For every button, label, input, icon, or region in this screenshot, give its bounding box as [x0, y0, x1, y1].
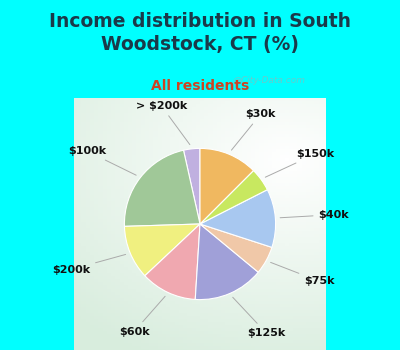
Text: $125k: $125k	[233, 297, 286, 338]
Text: @City-Data.com: @City-Data.com	[232, 76, 305, 85]
Wedge shape	[184, 148, 200, 224]
Text: $60k: $60k	[119, 296, 165, 337]
Wedge shape	[145, 224, 200, 300]
Text: > $200k: > $200k	[136, 101, 190, 145]
Wedge shape	[200, 190, 276, 247]
Text: $100k: $100k	[68, 146, 136, 175]
Wedge shape	[124, 224, 200, 276]
Text: Income distribution in South
Woodstock, CT (%): Income distribution in South Woodstock, …	[49, 12, 351, 54]
Wedge shape	[124, 150, 200, 226]
Wedge shape	[200, 148, 254, 224]
Text: $30k: $30k	[232, 109, 276, 150]
Text: $40k: $40k	[280, 210, 349, 220]
Wedge shape	[195, 224, 258, 300]
Text: $150k: $150k	[265, 149, 334, 177]
Text: $75k: $75k	[271, 262, 335, 286]
Text: $200k: $200k	[52, 254, 126, 274]
Wedge shape	[200, 224, 272, 272]
Wedge shape	[200, 170, 267, 224]
Text: All residents: All residents	[151, 79, 249, 93]
